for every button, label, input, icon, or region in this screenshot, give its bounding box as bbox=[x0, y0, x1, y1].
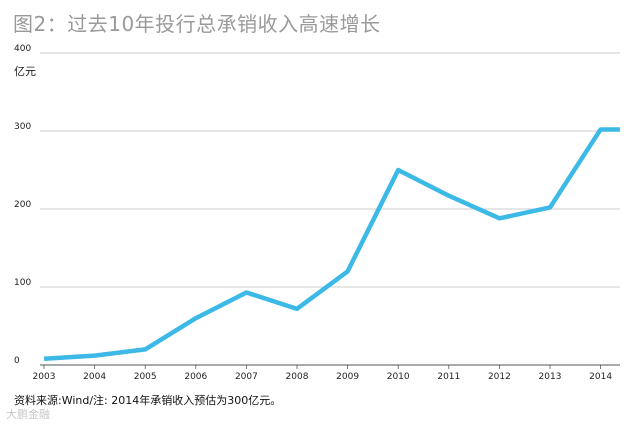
y-tick-labels: 0 100 200 300 400 bbox=[14, 44, 31, 366]
x-tick-label: 2006 bbox=[184, 372, 207, 382]
x-tick-label: 2003 bbox=[33, 372, 56, 382]
series-line-0 bbox=[43, 127, 620, 362]
x-tick-label: 2013 bbox=[539, 372, 562, 382]
x-tick-label: 2010 bbox=[387, 372, 410, 382]
y-tick-label: 0 bbox=[14, 356, 20, 366]
x-tick-label: 2012 bbox=[488, 372, 511, 382]
x-tick-label: 2007 bbox=[235, 372, 258, 382]
y-tick-label: 200 bbox=[14, 200, 31, 210]
series-layer bbox=[43, 127, 620, 362]
y-axis-unit-label: 亿元 bbox=[14, 65, 36, 78]
x-tick-label: 2009 bbox=[336, 372, 359, 382]
y-tick-label: 400 bbox=[14, 44, 31, 54]
x-tick-label: 2008 bbox=[286, 372, 309, 382]
x-tick-label: 2011 bbox=[437, 372, 460, 382]
x-tick-label: 2004 bbox=[83, 372, 106, 382]
x-tick-labels: 2003 2004 2005 2006 2007 2008 2009 2010 2011 2012… bbox=[33, 365, 612, 382]
x-tick-label: 2014 bbox=[589, 372, 612, 382]
source-note: 资料来源:Wind/注: 2014年承销收入预估为300亿元。 bbox=[14, 394, 282, 407]
watermark: 大鹏金融 bbox=[6, 408, 50, 421]
x-tick-label: 2005 bbox=[134, 372, 157, 382]
y-tick-label: 100 bbox=[14, 278, 31, 288]
chart-title: 图2：过去10年投行总承销收入高速增长 bbox=[13, 12, 381, 36]
y-tick-label: 300 bbox=[14, 122, 31, 132]
